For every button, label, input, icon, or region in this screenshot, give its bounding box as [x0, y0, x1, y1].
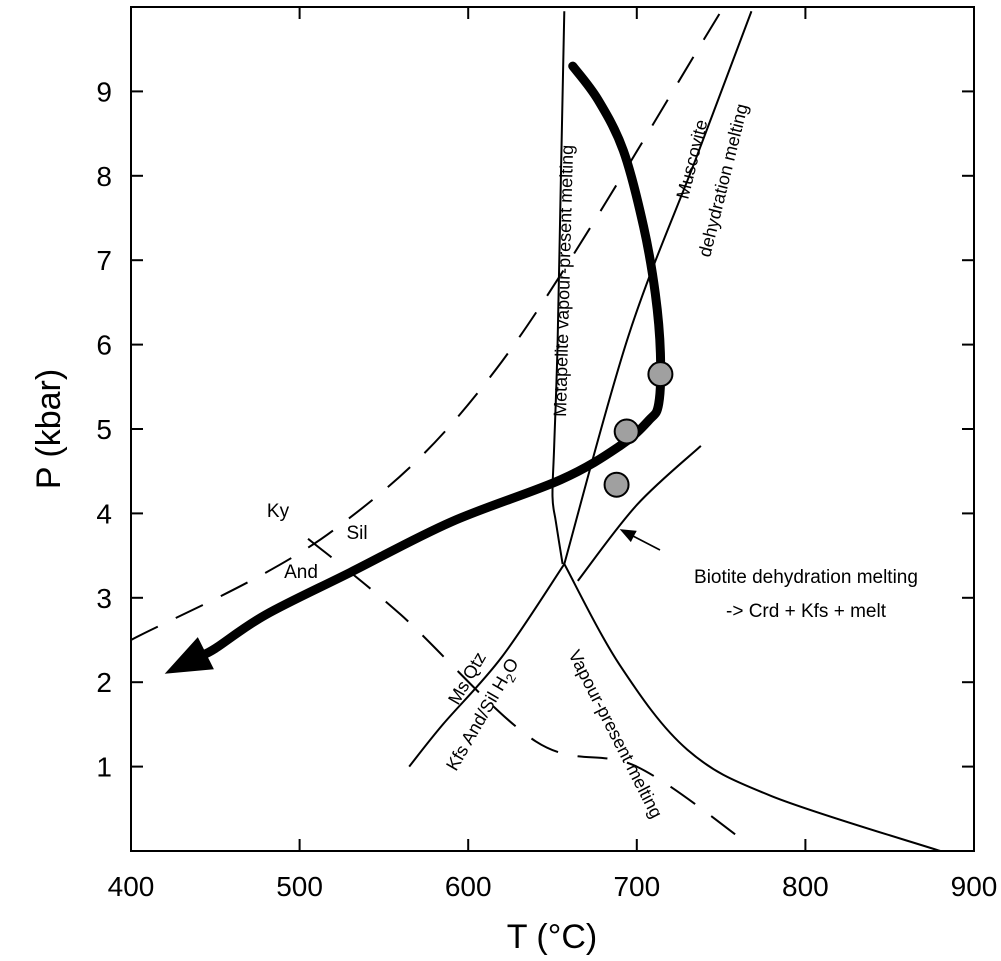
points-layer — [603, 361, 674, 498]
metapelite-label: Metapelite vapour-present melting — [550, 145, 577, 418]
biotite-label-line1: Biotite dehydration melting — [694, 567, 918, 588]
biotite-annotation-arrow — [619, 529, 661, 551]
pt-path-line — [197, 61, 666, 660]
x-axis-title: T (°C) — [507, 918, 597, 956]
msqtz-label-line2: Kfs And/Sil H2O — [442, 655, 526, 776]
y-tick-label: 1 — [96, 752, 112, 783]
vapour-label: Vapour-present melting — [564, 647, 666, 822]
y-tick-label: 7 — [96, 245, 112, 276]
biotite-dehydration-melting-curve — [577, 445, 702, 582]
sample-point — [647, 361, 674, 388]
pt-path-arrowhead — [164, 637, 214, 674]
series-layer — [130, 10, 941, 852]
x-tick-label: 500 — [276, 871, 323, 902]
x-tick-label: 700 — [613, 871, 660, 902]
y-tick-label: 9 — [96, 76, 112, 107]
ky-label: Ky — [267, 501, 290, 522]
ticks-layer: 400 500 600 700 800 900 1 2 3 4 5 6 7 8 9 — [96, 7, 997, 902]
and-label: And — [284, 562, 318, 583]
y-tick-label: 6 — [96, 330, 112, 361]
y-tick-label: 3 — [96, 583, 112, 614]
vapour-present-melting-curve — [563, 563, 941, 852]
x-tick-label: 600 — [445, 871, 492, 902]
ms-qtz-kfs-and-sil-h2o-curve — [408, 563, 566, 768]
muscovite-label-line1: Muscovite — [672, 118, 711, 201]
muscovite-dehydration-melting-curve — [563, 10, 753, 565]
x-tick-label: 900 — [951, 871, 998, 902]
sample-point — [603, 471, 630, 498]
x-tick-label: 800 — [782, 871, 829, 902]
and-sil-boundary-curve — [307, 537, 747, 844]
y-tick-label: 2 — [96, 667, 112, 698]
y-axis-title: P (kbar) — [30, 369, 68, 489]
y-tick-label: 4 — [96, 498, 112, 529]
biotite-label-line2: -> Crd + Kfs + melt — [726, 601, 887, 622]
y-tick-label: 5 — [96, 414, 112, 445]
plot-frame — [130, 6, 975, 852]
metapelite-vapour-present-melting-curve — [551, 11, 566, 565]
sample-point — [613, 418, 640, 445]
y-tick-label: 8 — [96, 161, 112, 192]
x-tick-label: 400 — [108, 871, 155, 902]
ky-sil-boundary-curve — [130, 10, 722, 641]
sil-label: Sil — [346, 523, 367, 544]
